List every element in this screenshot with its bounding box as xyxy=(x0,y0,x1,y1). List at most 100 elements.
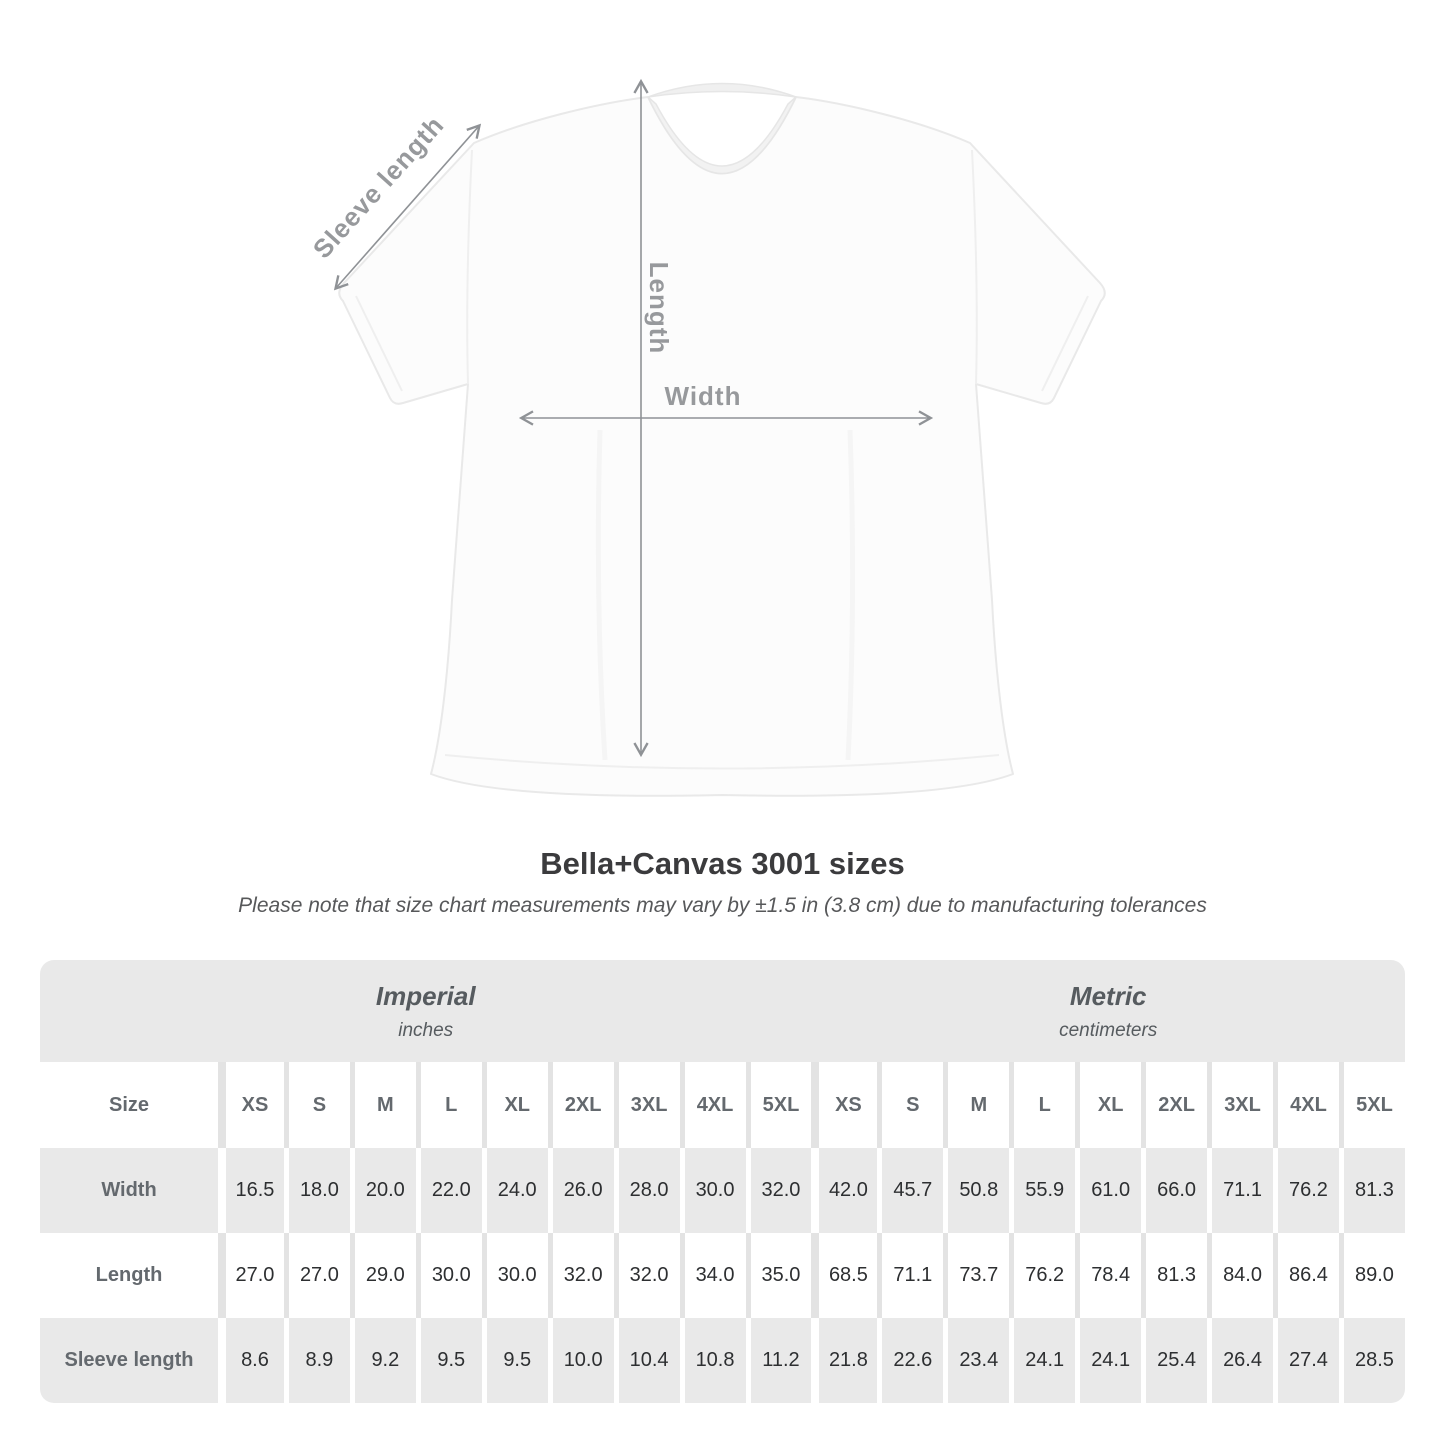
tshirt-measurement-diagram: Sleeve length Length Width xyxy=(307,78,1106,797)
value-cell: 66.0 xyxy=(1141,1148,1208,1233)
value-cell: 24.1 xyxy=(1009,1318,1076,1403)
value-cell: 30.0 xyxy=(415,1233,482,1318)
value-cell: 29.0 xyxy=(349,1233,416,1318)
size-table-container: Imperial inches Metric centimeters Size … xyxy=(40,960,1405,1403)
width-label: Width xyxy=(665,381,742,411)
value-cell: 78.4 xyxy=(1075,1233,1141,1318)
value-cell: 27.0 xyxy=(218,1233,284,1318)
imperial-size-header: XL xyxy=(481,1062,548,1148)
tshirt-graphic xyxy=(338,82,1106,797)
value-cell: 55.9 xyxy=(1009,1148,1076,1233)
value-cell: 32.0 xyxy=(613,1233,680,1318)
tshirt-back-collar xyxy=(647,82,797,98)
imperial-size-header: S xyxy=(283,1062,350,1148)
value-cell: 28.0 xyxy=(613,1148,680,1233)
metric-section-header: Metric centimeters xyxy=(811,960,1405,1062)
tshirt-fold-left xyxy=(595,429,608,761)
tshirt-fold-right xyxy=(845,429,856,761)
value-cell: 71.1 xyxy=(877,1233,943,1318)
size-header-row: Size XS S M L XL 2XL 3XL 4XL 5XL XS S M … xyxy=(40,1062,1405,1148)
value-cell: 76.2 xyxy=(1273,1148,1339,1233)
imperial-section-header: Imperial inches xyxy=(40,960,812,1062)
value-cell: 26.0 xyxy=(547,1148,614,1233)
size-table: Imperial inches Metric centimeters Size … xyxy=(40,960,1405,1403)
value-cell: 30.0 xyxy=(481,1233,548,1318)
imperial-size-header: M xyxy=(349,1062,416,1148)
value-cell: 24.1 xyxy=(1075,1318,1142,1403)
sleeve-length-row: Sleeve length 8.6 8.9 9.2 9.5 9.5 10.0 1… xyxy=(40,1318,1405,1403)
value-cell: 28.5 xyxy=(1338,1318,1405,1403)
measurement-arrows xyxy=(333,78,934,758)
value-cell: 27.0 xyxy=(283,1233,350,1318)
value-cell: 22.6 xyxy=(877,1318,944,1403)
page-title: Bella+Canvas 3001 sizes xyxy=(540,846,905,881)
value-cell: 27.4 xyxy=(1273,1318,1339,1403)
value-cell: 81.3 xyxy=(1338,1148,1405,1233)
value-cell: 25.4 xyxy=(1141,1318,1208,1403)
imperial-size-header: 2XL xyxy=(547,1062,614,1148)
metric-size-header: 4XL xyxy=(1273,1062,1339,1148)
value-cell: 26.4 xyxy=(1207,1318,1273,1403)
value-cell: 10.4 xyxy=(613,1318,680,1403)
value-cell: 16.5 xyxy=(218,1148,284,1233)
imperial-size-header: 3XL xyxy=(613,1062,680,1148)
value-cell: 50.8 xyxy=(943,1148,1010,1233)
value-cell: 73.7 xyxy=(943,1233,1009,1318)
value-cell: 61.0 xyxy=(1075,1148,1142,1233)
value-cell: 68.5 xyxy=(811,1233,877,1318)
imperial-size-header: L xyxy=(415,1062,482,1148)
metric-size-header: 3XL xyxy=(1207,1062,1273,1148)
value-cell: 9.2 xyxy=(349,1318,416,1403)
metric-size-header: XS xyxy=(811,1062,877,1148)
metric-size-header: 2XL xyxy=(1141,1062,1207,1148)
length-label: Length xyxy=(644,262,674,355)
metric-size-header: M xyxy=(943,1062,1009,1148)
length-row: Length 27.0 27.0 29.0 30.0 30.0 32.0 32.… xyxy=(40,1233,1405,1318)
tshirt-right-sleeve-seam xyxy=(971,149,978,385)
value-cell: 76.2 xyxy=(1009,1233,1075,1318)
imperial-section-unit: inches xyxy=(398,1019,454,1041)
value-cell: 45.7 xyxy=(877,1148,944,1233)
value-cell: 32.0 xyxy=(547,1233,614,1318)
tshirt-right-cuff-hem xyxy=(1041,295,1089,392)
value-cell: 22.0 xyxy=(415,1148,482,1233)
value-cell: 30.0 xyxy=(679,1148,746,1233)
value-cell: 11.2 xyxy=(745,1318,812,1403)
value-cell: 35.0 xyxy=(745,1233,812,1318)
metric-size-header: L xyxy=(1009,1062,1075,1148)
tshirt-left-cuff-hem xyxy=(355,295,403,392)
tshirt-bottom-hem-stitch xyxy=(444,754,1000,770)
value-cell: 24.0 xyxy=(481,1148,548,1233)
width-row: Width 16.5 18.0 20.0 22.0 24.0 26.0 28.0… xyxy=(40,1148,1405,1233)
value-cell: 34.0 xyxy=(679,1233,746,1318)
row-label-width: Width xyxy=(40,1148,218,1233)
value-cell: 84.0 xyxy=(1207,1233,1273,1318)
unit-section-row: Imperial inches Metric centimeters xyxy=(40,960,1405,1062)
value-cell: 8.6 xyxy=(218,1318,284,1403)
imperial-size-header: 5XL xyxy=(745,1062,812,1148)
metric-size-header: S xyxy=(877,1062,943,1148)
tshirt-body xyxy=(338,96,1106,797)
value-cell: 9.5 xyxy=(415,1318,482,1403)
sleeve-length-arrow xyxy=(333,123,482,291)
metric-size-header: XL xyxy=(1075,1062,1141,1148)
value-cell: 9.5 xyxy=(481,1318,548,1403)
value-cell: 23.4 xyxy=(943,1318,1010,1403)
tshirt-collar-band xyxy=(647,96,797,174)
value-cell: 86.4 xyxy=(1273,1233,1339,1318)
metric-section-unit: centimeters xyxy=(1059,1019,1158,1041)
value-cell: 89.0 xyxy=(1338,1233,1405,1318)
value-cell: 81.3 xyxy=(1141,1233,1207,1318)
row-label-sleeve-length: Sleeve length xyxy=(40,1318,218,1403)
value-cell: 32.0 xyxy=(745,1148,812,1233)
imperial-size-header: 4XL xyxy=(679,1062,746,1148)
row-label-length: Length xyxy=(95,1264,163,1286)
tolerance-note: Please note that size chart measurements… xyxy=(238,894,1207,917)
value-cell: 42.0 xyxy=(811,1148,878,1233)
value-cell: 10.0 xyxy=(547,1318,614,1403)
value-cell: 71.1 xyxy=(1207,1148,1273,1233)
value-cell: 20.0 xyxy=(349,1148,416,1233)
value-cell: 18.0 xyxy=(283,1148,350,1233)
size-column-header: Size xyxy=(108,1093,150,1116)
metric-section-title: Metric xyxy=(1069,980,1147,1011)
